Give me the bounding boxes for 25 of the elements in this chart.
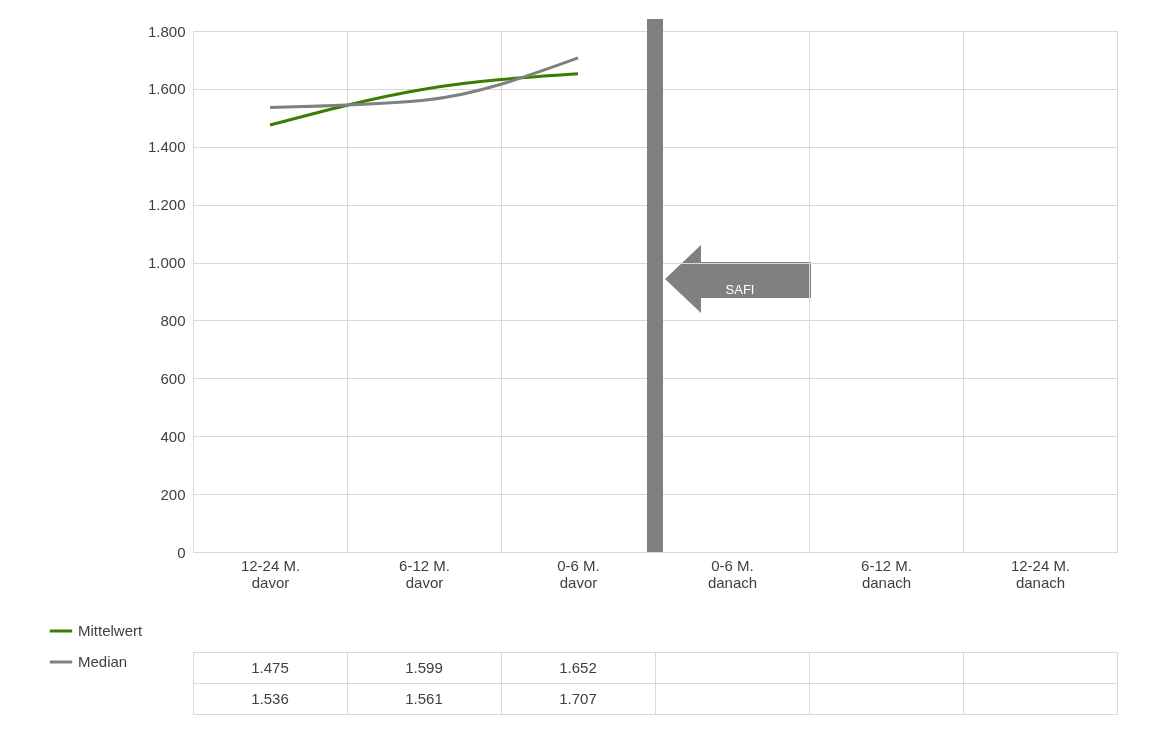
x-tick-label: 12-24 M. davor [240,556,301,591]
y-tick-label: 600 [160,369,186,387]
y-tick-label: 1.600 [147,80,186,98]
y-tick-label: 800 [160,311,186,329]
x-tick-label: 12-24 M. danach [1010,556,1071,591]
y-tick-label: 0 [177,543,186,561]
x-tick-label: 0-6 M. davor [557,556,600,591]
data-label: 1.707 [559,689,597,707]
y-tick-label: 400 [160,427,186,445]
legend-label: Median [78,653,128,670]
data-label: 1.561 [405,689,443,707]
annotation: SAFI [725,282,755,297]
data-label: 1.652 [559,658,597,676]
y-tick-label: 1.400 [147,138,186,156]
y-tick-label: 1.800 [147,22,186,40]
x-tick-label: 6-12 M. danach [861,556,912,591]
y-tick-label: 1.000 [147,254,186,272]
legend-label: Mittelwert [78,622,144,639]
x-tick-label: 0-6 M. danach [707,556,758,591]
y-tick-label: 200 [160,485,186,503]
data-label: 1.536 [251,689,289,707]
data-label: 1.475 [251,658,289,676]
data-label: 1.599 [405,658,443,676]
y-tick-label: 1.200 [147,196,186,214]
x-tick-label: 6-12 M. davor [399,556,450,591]
